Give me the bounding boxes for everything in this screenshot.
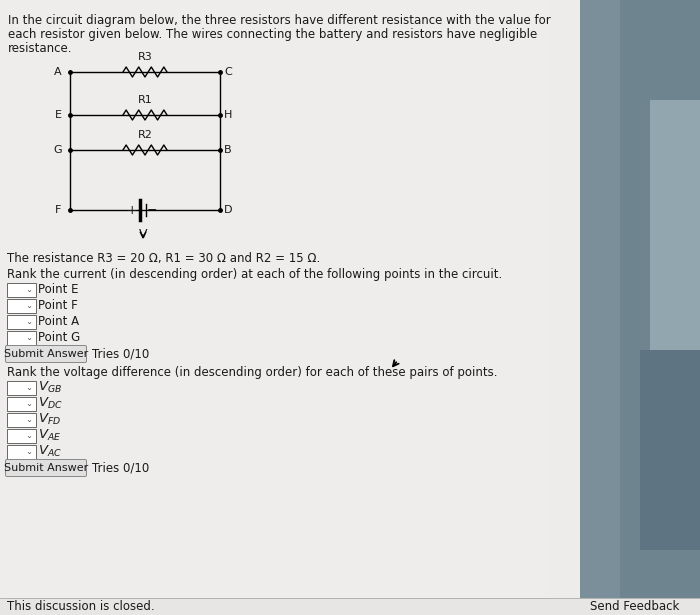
FancyBboxPatch shape xyxy=(6,397,36,410)
Text: A: A xyxy=(54,67,62,77)
Text: B: B xyxy=(224,145,232,155)
Bar xyxy=(620,0,700,615)
Text: The resistance R3 = 20 Ω, R1 = 30 Ω and R2 = 15 Ω.: The resistance R3 = 20 Ω, R1 = 30 Ω and … xyxy=(7,252,321,265)
Text: D: D xyxy=(224,205,232,215)
Text: H: H xyxy=(224,110,232,120)
FancyBboxPatch shape xyxy=(6,381,36,394)
FancyBboxPatch shape xyxy=(6,314,36,328)
Bar xyxy=(650,100,700,350)
Text: Submit Answer: Submit Answer xyxy=(4,349,88,359)
Text: Send Feedback: Send Feedback xyxy=(590,600,680,614)
Text: Tries 0/10: Tries 0/10 xyxy=(92,461,149,475)
Text: Point G: Point G xyxy=(38,331,80,344)
Text: ⌄: ⌄ xyxy=(25,333,32,342)
Text: R2: R2 xyxy=(138,130,153,140)
Text: E: E xyxy=(55,110,62,120)
Text: $V_{DC}$: $V_{DC}$ xyxy=(38,396,62,411)
FancyBboxPatch shape xyxy=(6,459,87,477)
FancyBboxPatch shape xyxy=(6,282,36,296)
Bar xyxy=(640,350,700,550)
Text: $V_{AC}$: $V_{AC}$ xyxy=(38,444,62,459)
Text: C: C xyxy=(224,67,232,77)
Bar xyxy=(0,0,600,615)
Text: ⌄: ⌄ xyxy=(25,431,32,440)
Text: Tries 0/10: Tries 0/10 xyxy=(92,347,149,360)
Text: ⌄: ⌄ xyxy=(25,301,32,310)
Text: +: + xyxy=(127,204,137,216)
Text: This discussion is closed.: This discussion is closed. xyxy=(7,600,155,614)
Text: Point F: Point F xyxy=(38,299,78,312)
Text: ⌄: ⌄ xyxy=(25,285,32,294)
Text: ⌄: ⌄ xyxy=(25,447,32,456)
Text: R1: R1 xyxy=(138,95,153,105)
Text: Submit Answer: Submit Answer xyxy=(4,463,88,473)
Text: Rank the voltage difference (in descending order) for each of these pairs of poi: Rank the voltage difference (in descendi… xyxy=(7,366,498,379)
Text: Point A: Point A xyxy=(38,315,79,328)
Text: resistance.: resistance. xyxy=(8,42,73,55)
Text: each resistor given below. The wires connecting the battery and resistors have n: each resistor given below. The wires con… xyxy=(8,28,538,41)
Text: ⌄: ⌄ xyxy=(25,399,32,408)
Text: $V_{AE}$: $V_{AE}$ xyxy=(38,428,61,443)
Text: F: F xyxy=(55,205,61,215)
Bar xyxy=(0,0,550,615)
Bar xyxy=(580,0,700,615)
Text: G: G xyxy=(54,145,62,155)
FancyBboxPatch shape xyxy=(6,429,36,443)
Bar xyxy=(0,598,700,615)
FancyBboxPatch shape xyxy=(6,445,36,459)
Text: ⌄: ⌄ xyxy=(25,383,32,392)
Text: R3: R3 xyxy=(138,52,153,62)
FancyBboxPatch shape xyxy=(6,298,36,312)
Text: Rank the current (in descending order) at each of the following points in the ci: Rank the current (in descending order) a… xyxy=(7,268,503,281)
Text: −: − xyxy=(147,204,158,216)
Text: $V_{GB}$: $V_{GB}$ xyxy=(38,380,62,395)
Text: In the circuit diagram below, the three resistors have different resistance with: In the circuit diagram below, the three … xyxy=(8,14,551,27)
FancyBboxPatch shape xyxy=(6,330,36,344)
FancyBboxPatch shape xyxy=(6,346,87,362)
Text: ⌄: ⌄ xyxy=(25,317,32,326)
Text: V: V xyxy=(139,228,147,241)
Text: ⌄: ⌄ xyxy=(25,415,32,424)
Text: $V_{FD}$: $V_{FD}$ xyxy=(38,412,61,427)
Text: Point E: Point E xyxy=(38,283,78,296)
FancyBboxPatch shape xyxy=(6,413,36,426)
